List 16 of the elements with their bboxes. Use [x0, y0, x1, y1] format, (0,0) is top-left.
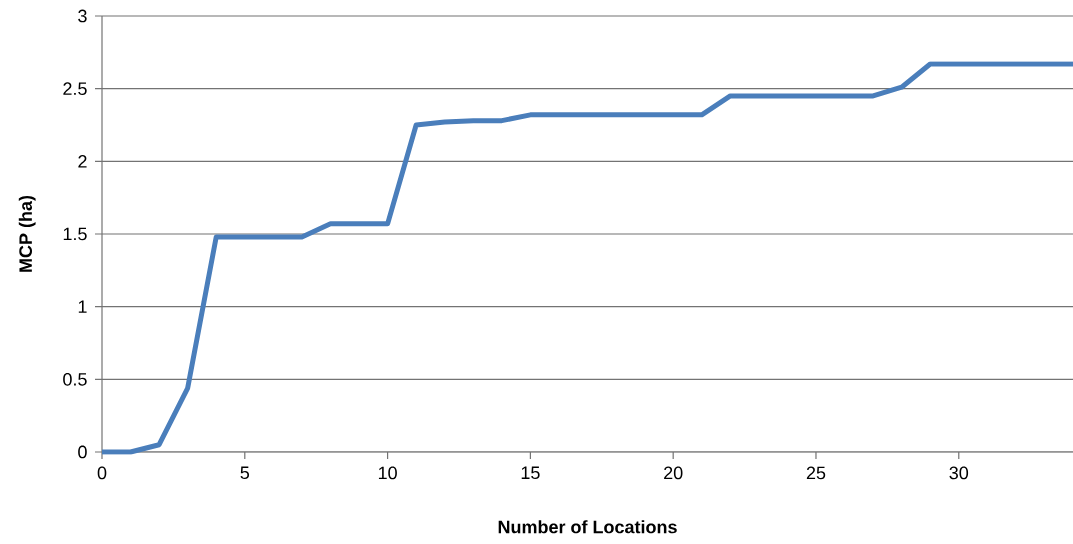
y-tick-label: 0	[78, 445, 87, 459]
x-tick-label: 5	[240, 466, 250, 480]
x-tick-label: 15	[521, 466, 540, 480]
x-axis-title: Number of Locations	[498, 520, 677, 534]
y-tick-label: 1.5	[63, 227, 87, 241]
y-axis-title: MCP (ha)	[18, 195, 36, 272]
y-tick-label: 3	[78, 9, 87, 23]
x-tick-label: 0	[97, 466, 107, 480]
y-tick-label: 2.5	[63, 82, 87, 96]
y-tick-label: 2	[78, 155, 87, 168]
y-tick-label: 1	[78, 300, 87, 313]
x-tick-label: 10	[378, 466, 397, 480]
x-tick-label: 30	[949, 466, 969, 480]
x-tick-label: 20	[664, 466, 683, 480]
x-tick-label: 25	[806, 466, 826, 480]
y-tick-label: 0.5	[63, 372, 87, 386]
